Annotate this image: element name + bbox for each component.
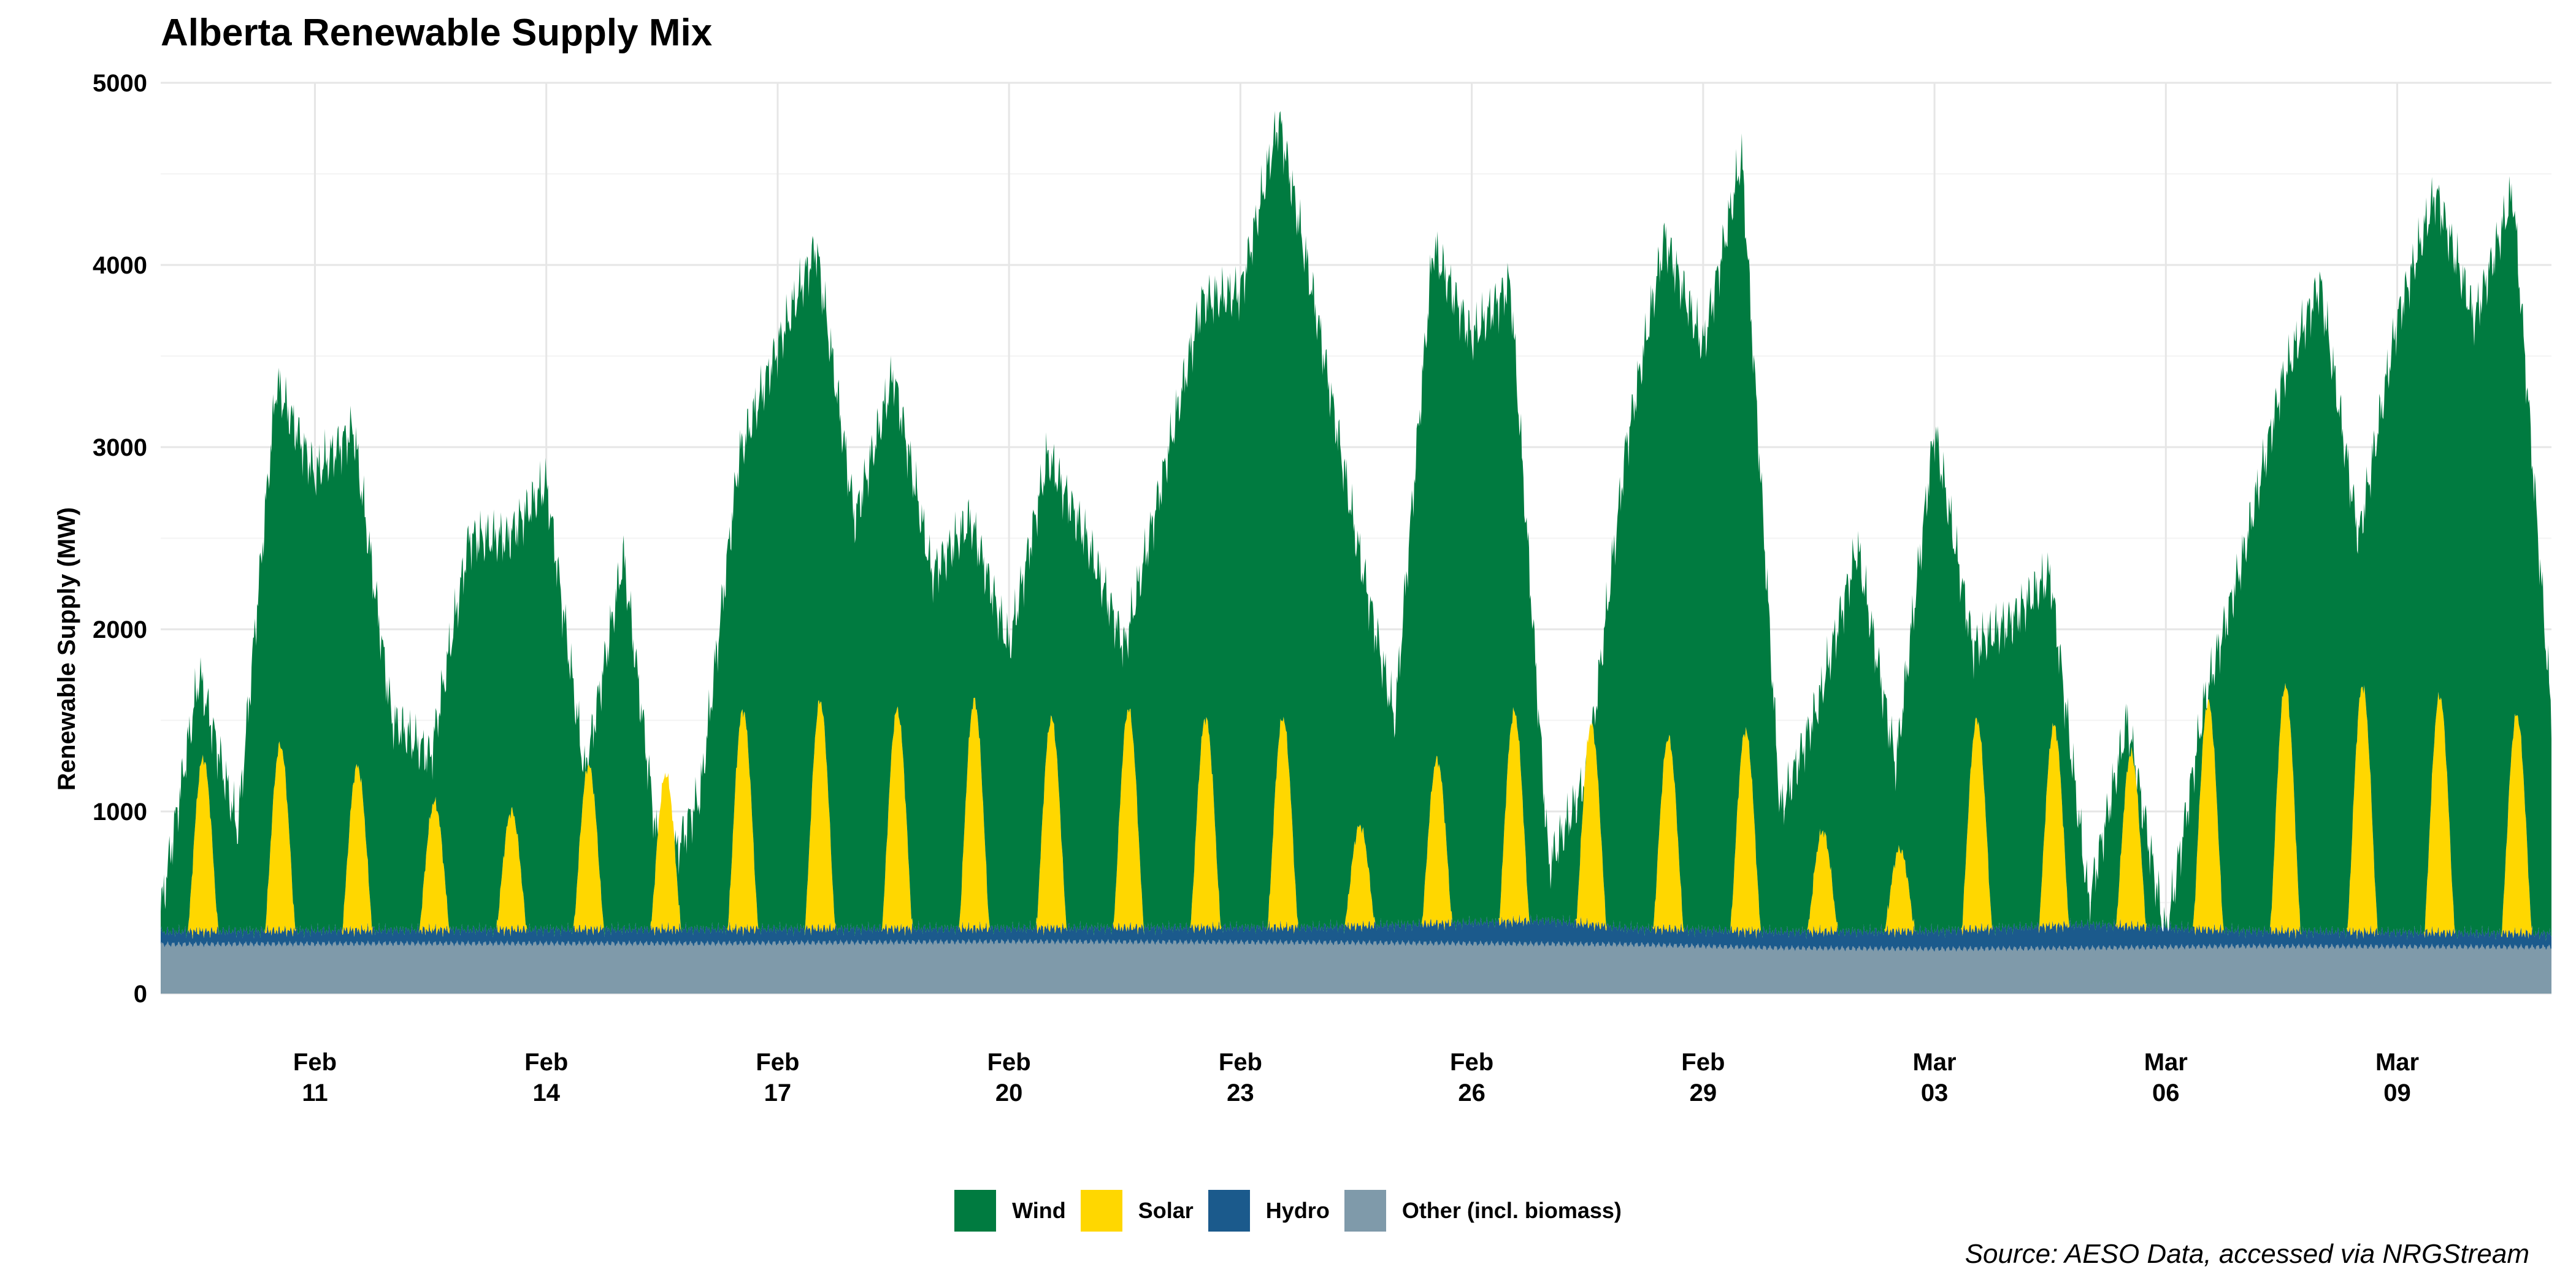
chart-title: Alberta Renewable Supply Mix [161,12,713,54]
y-tick-label: 4000 [93,252,147,279]
source-note: Source: AESO Data, accessed via NRGStrea… [1965,1239,2529,1269]
x-tick-month: Feb [1450,1049,1493,1076]
x-tick-month: Feb [987,1049,1031,1076]
x-tick-month: Feb [1219,1049,1262,1076]
legend-swatch-hydro [1208,1190,1250,1232]
y-tick-label: 5000 [93,70,147,97]
legend-label-other: Other (incl. biomass) [1401,1198,1622,1223]
x-tick-day: 06 [2152,1079,2180,1106]
x-tick-month: Mar [1912,1049,1956,1076]
area-hydro [161,913,2551,953]
legend-swatch-solar [1080,1190,1122,1232]
legend-label-solar: Solar [1138,1198,1194,1223]
legend-item-wind: Wind [954,1190,1066,1232]
x-tick-day: 17 [764,1079,792,1106]
x-tick-month: Feb [756,1049,799,1076]
x-tick-day: 20 [995,1079,1023,1106]
y-tick-label: 0 [134,981,147,1008]
area-other [161,938,2551,994]
area-solar [161,683,2551,941]
x-tick-day: 14 [532,1079,560,1106]
x-tick-day: 29 [1690,1079,1717,1106]
y-tick-label: 3000 [93,434,147,461]
legend-item-other: Other (incl. biomass) [1344,1190,1622,1232]
x-tick-month: Feb [524,1049,568,1076]
y-tick-label: 1000 [93,799,147,826]
legend-swatch-wind [954,1190,997,1232]
legend-swatch-other [1344,1190,1386,1232]
y-tick-label: 2000 [93,616,147,643]
x-tick-month: Mar [2144,1049,2188,1076]
stacked-areas [161,110,2551,994]
y-axis-ticks: 0 1000 2000 3000 4000 5000 [93,70,147,1008]
x-tick-day: 09 [2383,1079,2411,1106]
y-axis-label: Renewable Supply (MW) [53,507,80,791]
area-wind [161,110,2551,941]
legend-label-wind: Wind [1012,1198,1066,1223]
legend-item-solar: Solar [1080,1190,1194,1232]
x-tick-day: 26 [1458,1079,1485,1106]
legend-item-hydro: Hydro [1208,1190,1330,1232]
x-tick-day: 03 [1921,1079,1949,1106]
x-tick-month: Mar [2375,1049,2419,1076]
legend: Wind Solar Hydro Other (incl. biomass) [0,1190,2576,1232]
legend-label-hydro: Hydro [1265,1198,1330,1223]
x-axis-ticks: Feb 11 Feb 14 Feb 17 Feb 20 Feb 23 Feb 26 Feb 29 Mar 03… [293,1049,2419,1106]
x-tick-month: Feb [1681,1049,1725,1076]
x-tick-month: Feb [293,1049,337,1076]
x-tick-day: 11 [302,1079,328,1106]
x-tick-day: 23 [1227,1079,1254,1106]
